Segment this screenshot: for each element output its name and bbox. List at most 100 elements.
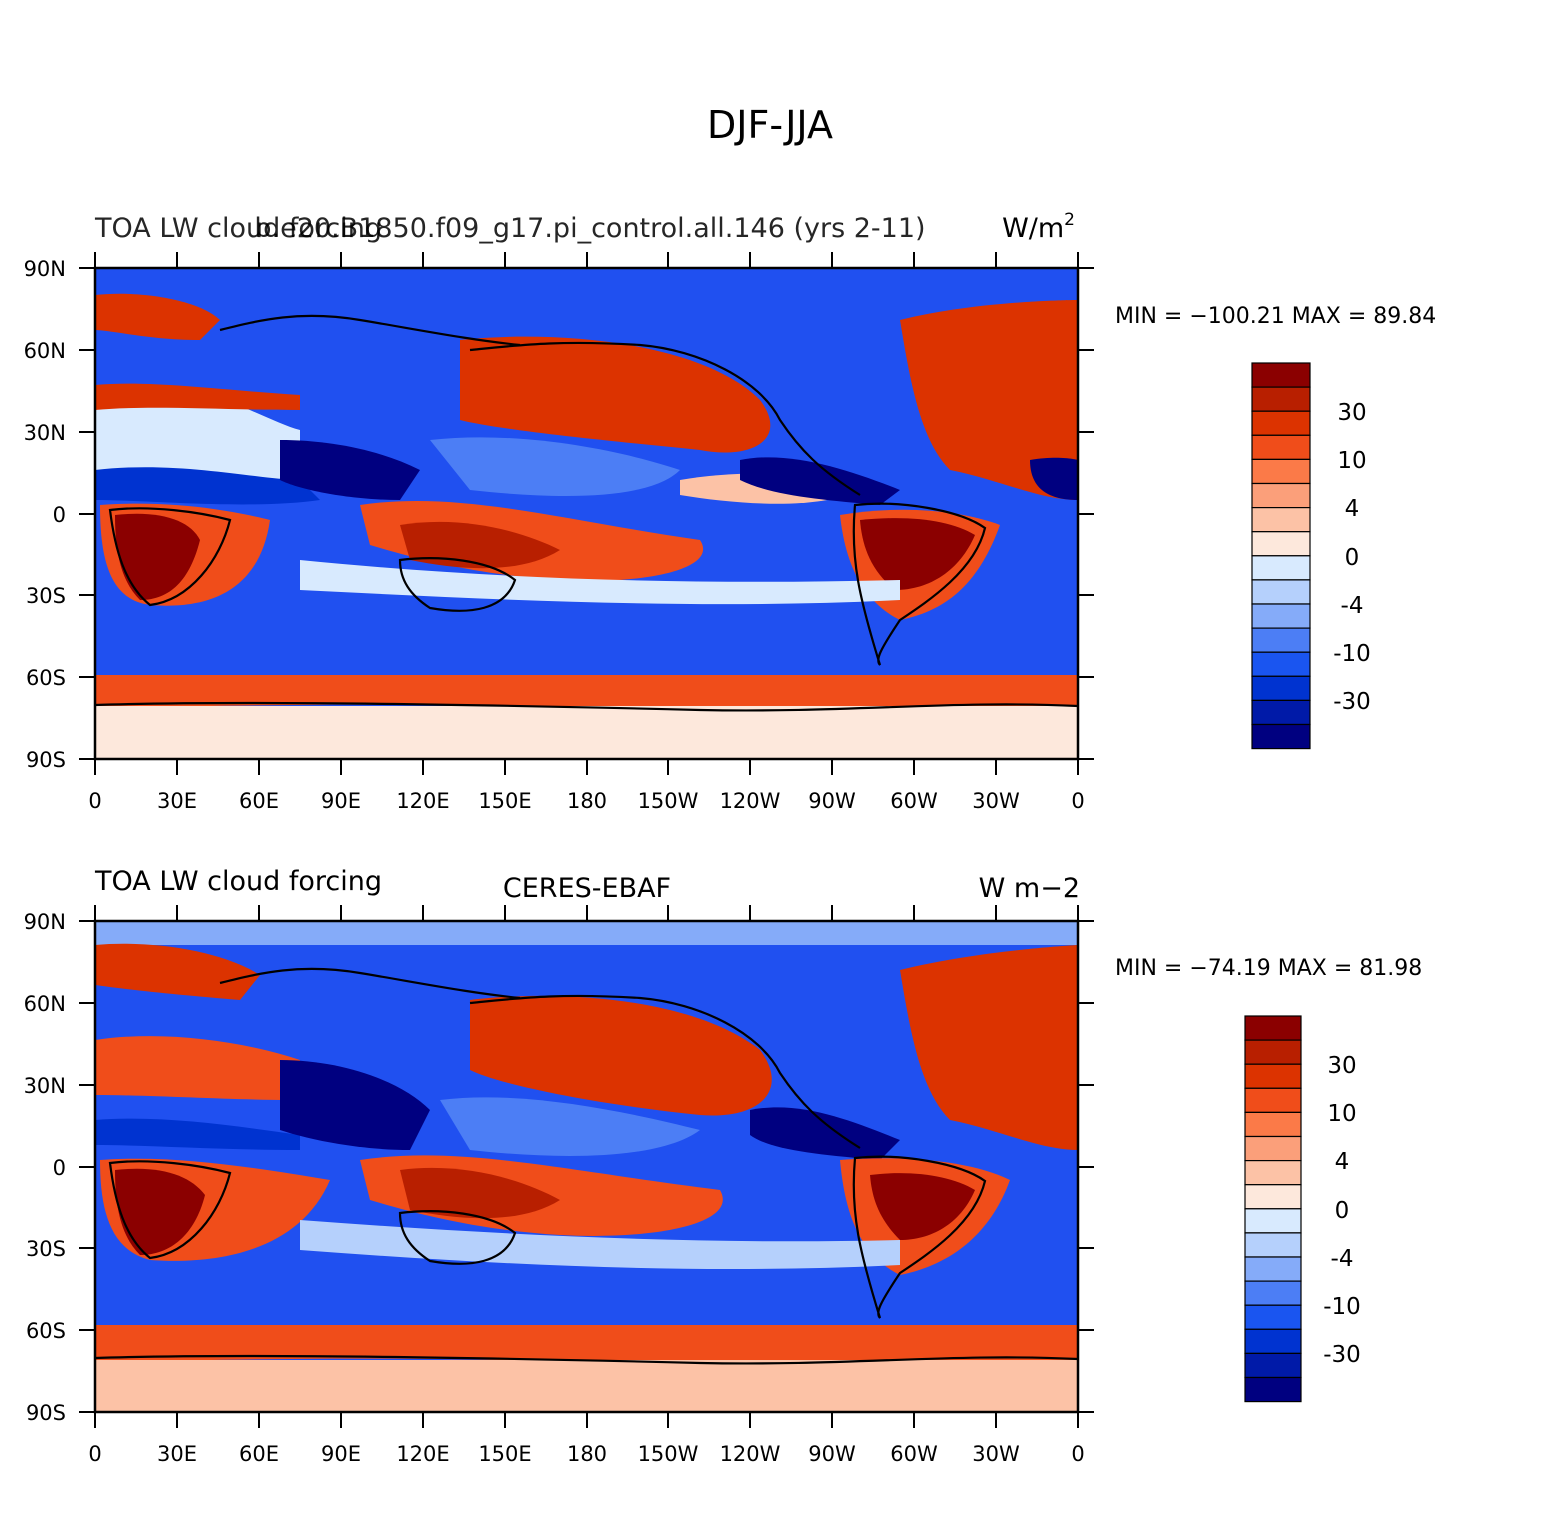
colorbar-box <box>1251 507 1311 533</box>
x-tick-label: 120W <box>720 1442 781 1466</box>
x-tick-label: 90E <box>321 789 361 813</box>
colorbar-box <box>1251 627 1311 653</box>
x-tick-label: 60E <box>239 789 279 813</box>
colorbar-box <box>1244 1015 1302 1041</box>
panel-observation: TOA LW cloud forcing CERES-EBAF W m−2 <box>24 866 1423 1466</box>
x-tick-label: 0 <box>88 1442 101 1466</box>
figure-title: DJF-JJA <box>707 103 833 147</box>
colorbar-label: 4 <box>1345 496 1360 522</box>
y-tick-label: 0 <box>53 1156 66 1180</box>
colorbar-label: -30 <box>1323 1342 1361 1368</box>
x-tick-label: 60W <box>890 789 938 813</box>
y-tick-label: 60N <box>24 339 66 363</box>
colorbar-boxes <box>1244 1015 1302 1403</box>
field-patch <box>900 945 1078 1150</box>
field-patch <box>870 1173 975 1240</box>
x-tick-label: 30W <box>972 789 1020 813</box>
colorbar-box <box>1251 579 1311 605</box>
x-tick-label: 90E <box>321 1442 361 1466</box>
x-tick-label: 180 <box>567 789 607 813</box>
y-tick-label: 30N <box>24 421 66 445</box>
y-tick-label: 60N <box>24 992 66 1016</box>
x-tick-label: 90W <box>808 1442 856 1466</box>
colorbar-box <box>1251 386 1311 412</box>
field-patch <box>95 921 1078 945</box>
colorbar-label: -10 <box>1323 1294 1361 1320</box>
field-patch <box>740 457 900 505</box>
map-plot-observation <box>94 921 1079 1412</box>
panel-obs-units: W m−2 <box>979 873 1080 904</box>
colorbar-label: 0 <box>1345 545 1360 571</box>
field-patch <box>95 293 220 340</box>
x-tick-label: 30W <box>972 1442 1020 1466</box>
x-tick-label: 30E <box>157 789 197 813</box>
field-patch <box>95 1325 1078 1363</box>
x-tick-label: 150W <box>638 1442 699 1466</box>
coastlines <box>94 314 1079 712</box>
x-tick-label: 150W <box>638 789 699 813</box>
colorbar-box <box>1244 1328 1302 1355</box>
panel-model-units: W/m2 <box>1002 210 1075 244</box>
x-axis-observation: 0 30E 60E 90E 120E 150E 180 150W 120W 90… <box>88 905 1085 1466</box>
panel-model: TOA LW cloud forcing b.e20.B1850.f09_g17… <box>24 210 1437 813</box>
coastlines <box>94 967 1079 1365</box>
colorbar-box <box>1251 555 1311 581</box>
y-tick-label: 60S <box>26 666 66 690</box>
x-tick-label: 0 <box>1071 1442 1084 1466</box>
field-patch <box>400 521 560 569</box>
panel-model-left-title: TOA LW cloud forcing <box>94 213 382 244</box>
field-patch <box>470 995 772 1116</box>
field-patch <box>95 1118 300 1150</box>
colorbar-label: 30 <box>1327 1053 1356 1079</box>
y-axis-observation: 90N 60N 30N 0 30S 60S 90S <box>24 910 1094 1425</box>
y-tick-label: 30S <box>26 584 66 608</box>
field-patch <box>95 675 1078 710</box>
colorbar-label: -30 <box>1333 689 1371 715</box>
y-tick-label: 90S <box>26 748 66 772</box>
field-patch <box>95 390 300 486</box>
field-patch <box>900 300 1078 500</box>
y-tick-label: 90S <box>26 1401 66 1425</box>
colorbar-box <box>1251 699 1311 726</box>
colorbar-label: 10 <box>1337 448 1366 474</box>
x-tick-label: 120E <box>396 1442 449 1466</box>
colorbar-box <box>1244 1376 1302 1403</box>
colorbar-box <box>1244 1111 1302 1138</box>
colorbar-label: 4 <box>1335 1149 1350 1175</box>
panel-obs-min-max: MIN = −74.19 MAX = 81.98 <box>1115 956 1422 981</box>
colorbar-box <box>1251 410 1311 436</box>
colorbar-box <box>1244 1208 1302 1234</box>
colorbar-box <box>1244 1063 1302 1089</box>
colorbar-observation: 30 10 4 0 -4 -10 -30 <box>1244 1015 1361 1403</box>
colorbar-label: 30 <box>1337 400 1366 426</box>
y-axis-model: 90N 60N 30N 0 30S 60S 90S <box>24 257 1094 772</box>
colorbar-label: -4 <box>1331 1246 1354 1272</box>
panel-obs-left-title: TOA LW cloud forcing <box>94 866 382 897</box>
field-patch <box>95 383 300 410</box>
x-tick-label: 60E <box>239 1442 279 1466</box>
colorbar-box <box>1251 723 1311 750</box>
field-patch <box>750 1107 900 1160</box>
colorbar-model: 30 10 4 0 -4 -10 -30 <box>1251 362 1371 750</box>
field-patch <box>115 513 200 600</box>
x-tick-label: 0 <box>88 789 101 813</box>
colorbar-box <box>1251 458 1311 485</box>
colorbar-box <box>1244 1159 1302 1186</box>
colorbar-label: 0 <box>1335 1198 1350 1224</box>
field-patch <box>280 1060 430 1150</box>
colorbar-box <box>1251 362 1311 388</box>
field-patch <box>280 440 420 500</box>
x-axis-model: 0 30E 60E 90E 120E 150E 180 150W 120W 90… <box>88 252 1085 813</box>
colorbar-box <box>1244 1184 1302 1210</box>
colorbar-box <box>1244 1304 1302 1330</box>
colorbar-box <box>1244 1039 1302 1065</box>
field-patch <box>95 467 320 505</box>
field-patch <box>300 560 900 605</box>
colorbar-box <box>1251 434 1311 460</box>
map-plot-model <box>94 268 1079 759</box>
field-patch <box>300 1220 900 1270</box>
panel-model-center-title: b.e20.B1850.f09_g17.pi_control.all.146 (… <box>254 213 925 244</box>
colorbar-box <box>1244 1352 1302 1379</box>
y-tick-label: 90N <box>24 910 66 934</box>
